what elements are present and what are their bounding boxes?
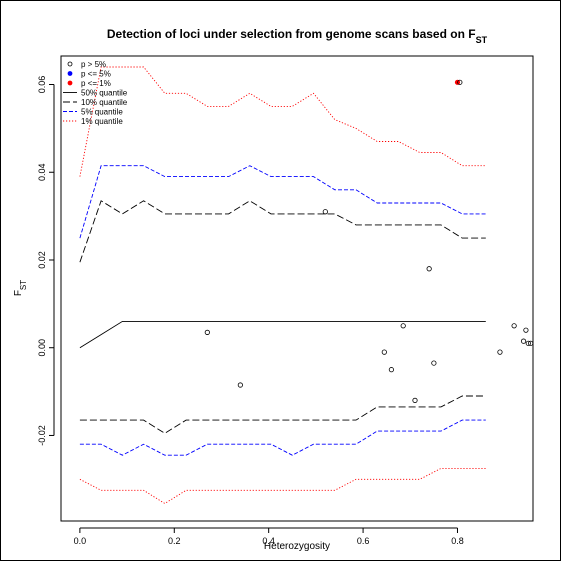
x-tick-label: 0.8	[451, 536, 464, 546]
data-point	[389, 367, 393, 371]
series-line-50-quantile	[80, 321, 486, 347]
data-point	[521, 339, 525, 343]
y-tick-label: 0.04	[37, 163, 47, 181]
series-line-5-quantile	[80, 166, 486, 238]
y-tick-label: -0.02	[37, 425, 47, 446]
legend-marker-p-5	[68, 72, 72, 76]
data-point	[432, 361, 436, 365]
x-axis-label: Heterozygosity	[264, 541, 330, 552]
series-line-10-quantile	[80, 201, 486, 262]
y-axis-label-subscript: ST	[19, 280, 28, 290]
data-point	[401, 324, 405, 328]
chart-title: Detection of loci under selection from g…	[107, 27, 488, 45]
legend-label-50-quantile: 50% quantile	[81, 89, 128, 98]
data-point	[498, 350, 502, 354]
y-tick-label: 0.06	[37, 76, 47, 94]
x-tick-label: 0.6	[357, 536, 370, 546]
series-layer	[80, 67, 486, 504]
y-axis: -0.02 0.00 0.02 0.04 0.06	[37, 76, 54, 446]
series-line-1-quantile-lower	[80, 468, 486, 503]
data-point	[323, 210, 327, 214]
data-point	[427, 267, 431, 271]
chart-title-main: Detection of loci under selection from g…	[107, 27, 476, 41]
series-line-1-quantile	[80, 67, 486, 177]
legend-label-1-quantile: 1% quantile	[81, 117, 123, 126]
data-point	[512, 324, 516, 328]
legend-label-5-quantile: 5% quantile	[81, 108, 123, 117]
points-layer	[205, 80, 533, 402]
legend-label-p-5: p <= 5%	[81, 70, 111, 79]
y-tick-label: 0.02	[37, 251, 47, 269]
legend-label-10-quantile: 10% quantile	[81, 98, 128, 107]
legend-label-p-5: p > 5%	[81, 60, 106, 69]
legend-marker-p-1	[68, 81, 72, 85]
data-point	[238, 383, 242, 387]
data-point	[205, 330, 209, 334]
y-tick-label: 0.00	[37, 339, 47, 357]
legend-marker-p-5	[68, 62, 72, 66]
y-axis-label: FST	[13, 280, 28, 296]
plot-area-border	[61, 56, 533, 521]
x-tick-label: 0.2	[168, 536, 181, 546]
chart-title-subscript: ST	[476, 35, 488, 45]
series-line-10-quantile-lower	[80, 396, 486, 433]
data-point	[382, 350, 386, 354]
series-line-5-quantile-lower	[80, 420, 486, 455]
x-tick-label: 0.0	[74, 536, 87, 546]
legend-label-p-1: p <= 1%	[81, 79, 111, 88]
data-point	[524, 328, 528, 332]
data-point	[413, 398, 417, 402]
